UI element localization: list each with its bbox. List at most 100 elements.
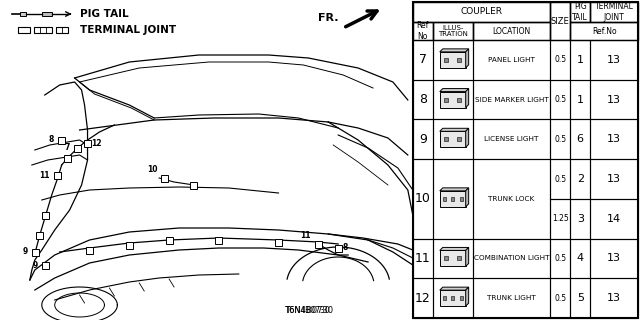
- Text: TERMINAL JOINT: TERMINAL JOINT: [79, 25, 176, 35]
- Bar: [590, 119, 638, 159]
- Bar: [570, 2, 590, 22]
- Bar: [444, 137, 448, 141]
- Text: 8: 8: [49, 135, 54, 145]
- Bar: [54, 172, 61, 179]
- Bar: [433, 22, 473, 40]
- Text: T6N4B0730: T6N4B0730: [284, 306, 333, 315]
- Bar: [473, 239, 550, 278]
- Bar: [433, 80, 473, 119]
- Polygon shape: [440, 128, 468, 131]
- Bar: [33, 249, 39, 255]
- Bar: [433, 159, 473, 239]
- Text: 10: 10: [415, 192, 431, 205]
- Bar: [550, 278, 570, 318]
- Text: 9: 9: [22, 247, 28, 257]
- Bar: [550, 239, 570, 278]
- Bar: [433, 239, 473, 278]
- Bar: [570, 159, 590, 199]
- Bar: [451, 197, 454, 201]
- Polygon shape: [466, 89, 468, 108]
- Bar: [413, 22, 433, 40]
- Bar: [570, 119, 590, 159]
- Bar: [590, 159, 638, 199]
- Polygon shape: [440, 247, 468, 251]
- Bar: [550, 80, 570, 119]
- Text: 13: 13: [607, 134, 621, 144]
- Polygon shape: [466, 247, 468, 267]
- Bar: [42, 212, 49, 219]
- Bar: [74, 145, 81, 151]
- Bar: [56, 27, 68, 33]
- Bar: [590, 40, 638, 80]
- Polygon shape: [466, 49, 468, 68]
- Text: 6: 6: [577, 134, 584, 144]
- Text: 7: 7: [419, 53, 427, 66]
- Bar: [275, 238, 282, 245]
- Bar: [451, 296, 454, 300]
- Polygon shape: [466, 128, 468, 147]
- Polygon shape: [440, 287, 468, 290]
- Text: TERMINAL
JOINT: TERMINAL JOINT: [595, 2, 634, 22]
- Bar: [457, 58, 461, 62]
- Bar: [413, 119, 433, 159]
- Bar: [590, 80, 638, 119]
- Bar: [460, 296, 463, 300]
- Bar: [457, 256, 461, 260]
- Text: SIZE: SIZE: [551, 17, 570, 26]
- Bar: [473, 80, 550, 119]
- Text: 2: 2: [577, 174, 584, 184]
- Bar: [457, 137, 461, 141]
- Bar: [413, 278, 433, 318]
- Text: 8: 8: [342, 244, 348, 252]
- Bar: [413, 40, 433, 80]
- Bar: [444, 256, 448, 260]
- Polygon shape: [440, 188, 468, 191]
- Text: 4: 4: [577, 253, 584, 263]
- Text: 14: 14: [607, 214, 621, 224]
- Text: 1.25: 1.25: [552, 214, 569, 223]
- Text: 13: 13: [607, 253, 621, 263]
- Bar: [58, 137, 65, 143]
- Bar: [443, 197, 445, 201]
- Polygon shape: [466, 287, 468, 306]
- Text: 12: 12: [415, 292, 431, 305]
- Bar: [550, 2, 570, 40]
- Text: 13: 13: [607, 95, 621, 105]
- Text: Ref.No: Ref.No: [592, 27, 616, 36]
- Bar: [444, 58, 448, 62]
- Text: TRUNK LIGHT: TRUNK LIGHT: [487, 295, 536, 301]
- Bar: [473, 278, 550, 318]
- Bar: [550, 40, 570, 80]
- Text: SIDE MARKER LIGHT: SIDE MARKER LIGHT: [475, 97, 548, 103]
- Bar: [440, 290, 466, 306]
- Bar: [440, 251, 466, 267]
- Bar: [550, 159, 570, 199]
- Text: 7: 7: [64, 143, 70, 153]
- Text: 3: 3: [577, 214, 584, 224]
- Text: LICENSE LIGHT: LICENSE LIGHT: [484, 136, 539, 142]
- Text: 5: 5: [577, 293, 584, 303]
- Bar: [64, 155, 71, 162]
- Text: FR.: FR.: [317, 13, 338, 23]
- Text: 0.5: 0.5: [554, 95, 566, 104]
- Bar: [36, 231, 44, 238]
- Bar: [443, 296, 445, 300]
- Bar: [570, 278, 590, 318]
- Text: 1: 1: [577, 95, 584, 105]
- Bar: [433, 119, 473, 159]
- Bar: [42, 12, 52, 16]
- Bar: [570, 239, 590, 278]
- Bar: [440, 131, 466, 147]
- Bar: [550, 199, 570, 239]
- Bar: [590, 278, 638, 318]
- Text: 13: 13: [607, 55, 621, 65]
- Bar: [413, 2, 550, 22]
- Bar: [457, 98, 461, 101]
- Bar: [86, 246, 93, 253]
- Polygon shape: [466, 188, 468, 207]
- Bar: [413, 239, 433, 278]
- Bar: [433, 40, 473, 80]
- Bar: [473, 22, 550, 40]
- Bar: [590, 239, 638, 278]
- Bar: [570, 40, 590, 80]
